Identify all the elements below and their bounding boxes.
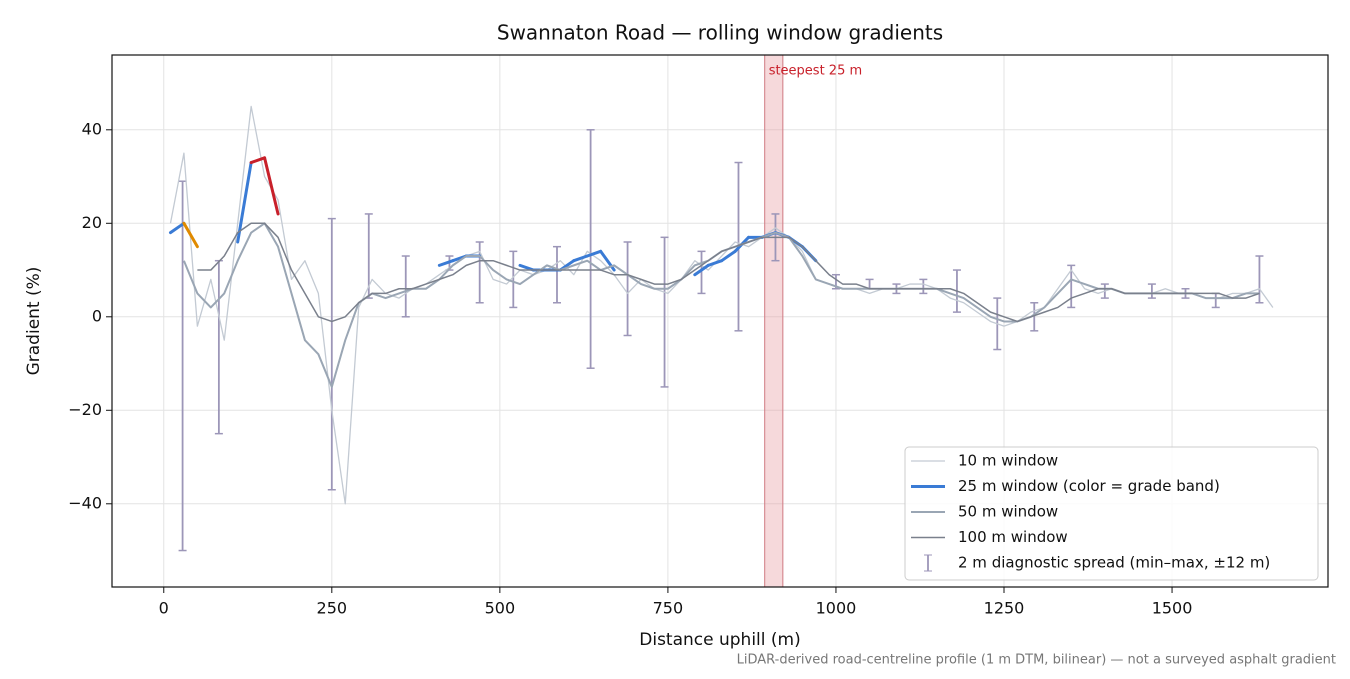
series-segment — [263, 156, 280, 216]
highlight-label: steepest 25 m — [769, 64, 862, 79]
series-segment — [518, 263, 535, 272]
y-tick-label: 20 — [82, 213, 102, 232]
legend-label: 10 m window — [958, 452, 1058, 470]
series-line — [197, 222, 1260, 323]
x-tick-label: 0 — [159, 599, 169, 618]
y-tick-label: −20 — [68, 400, 102, 419]
legend-box — [904, 446, 1319, 581]
y-tick-label: 0 — [92, 306, 102, 325]
x-tick-label: 500 — [485, 599, 516, 618]
legend-label: 2 m diagnostic spread (min–max, ±12 m) — [958, 554, 1270, 572]
series-segment — [168, 221, 186, 235]
series-segment — [437, 259, 455, 267]
y-tick-label: −40 — [68, 493, 102, 512]
y-axis-label: Gradient (%) — [24, 267, 44, 376]
series-segment — [706, 259, 724, 267]
legend-label: 25 m window (color = grade band) — [958, 477, 1220, 495]
x-tick-label: 1500 — [1152, 599, 1193, 618]
series-segment — [720, 249, 737, 263]
x-axis-label: Distance uphill (m) — [639, 630, 800, 650]
plot-area — [168, 55, 1274, 587]
x-tick-label: 1000 — [816, 599, 857, 618]
series-segment — [693, 263, 710, 277]
x-tick-label: 750 — [653, 599, 684, 618]
series-segment — [249, 156, 267, 165]
series-segment — [182, 221, 199, 249]
axes-frame — [111, 54, 1329, 588]
legend-label: 50 m window — [958, 503, 1058, 521]
series-line — [169, 105, 1274, 505]
y-tick-label: 40 — [82, 119, 102, 138]
series-segment — [585, 249, 603, 258]
series-segment — [572, 254, 589, 263]
series-segment — [236, 161, 253, 244]
highlight-span — [764, 55, 784, 587]
series-line — [183, 222, 1260, 388]
footnote: LiDAR-derived road-centreline profile (1… — [737, 653, 1336, 668]
legend-label: 100 m window — [958, 528, 1068, 546]
x-tick-label: 1250 — [984, 599, 1025, 618]
chart-title: Swannaton Road — rolling window gradient… — [497, 21, 943, 45]
x-tick-label: 250 — [317, 599, 348, 618]
axes: 0 250 500 750 1000 1250 1500 −40 −20 0 20 40 — [68, 119, 1192, 617]
legend: 10 m window 25 m window (color = grade ba… — [904, 446, 1319, 581]
